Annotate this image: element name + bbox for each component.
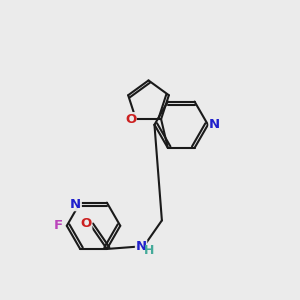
Text: F: F xyxy=(54,219,63,232)
Text: N: N xyxy=(209,118,220,131)
Text: N: N xyxy=(70,198,81,211)
Text: N: N xyxy=(136,240,147,253)
Text: H: H xyxy=(144,244,154,256)
Text: O: O xyxy=(80,217,92,230)
Text: O: O xyxy=(125,112,136,126)
